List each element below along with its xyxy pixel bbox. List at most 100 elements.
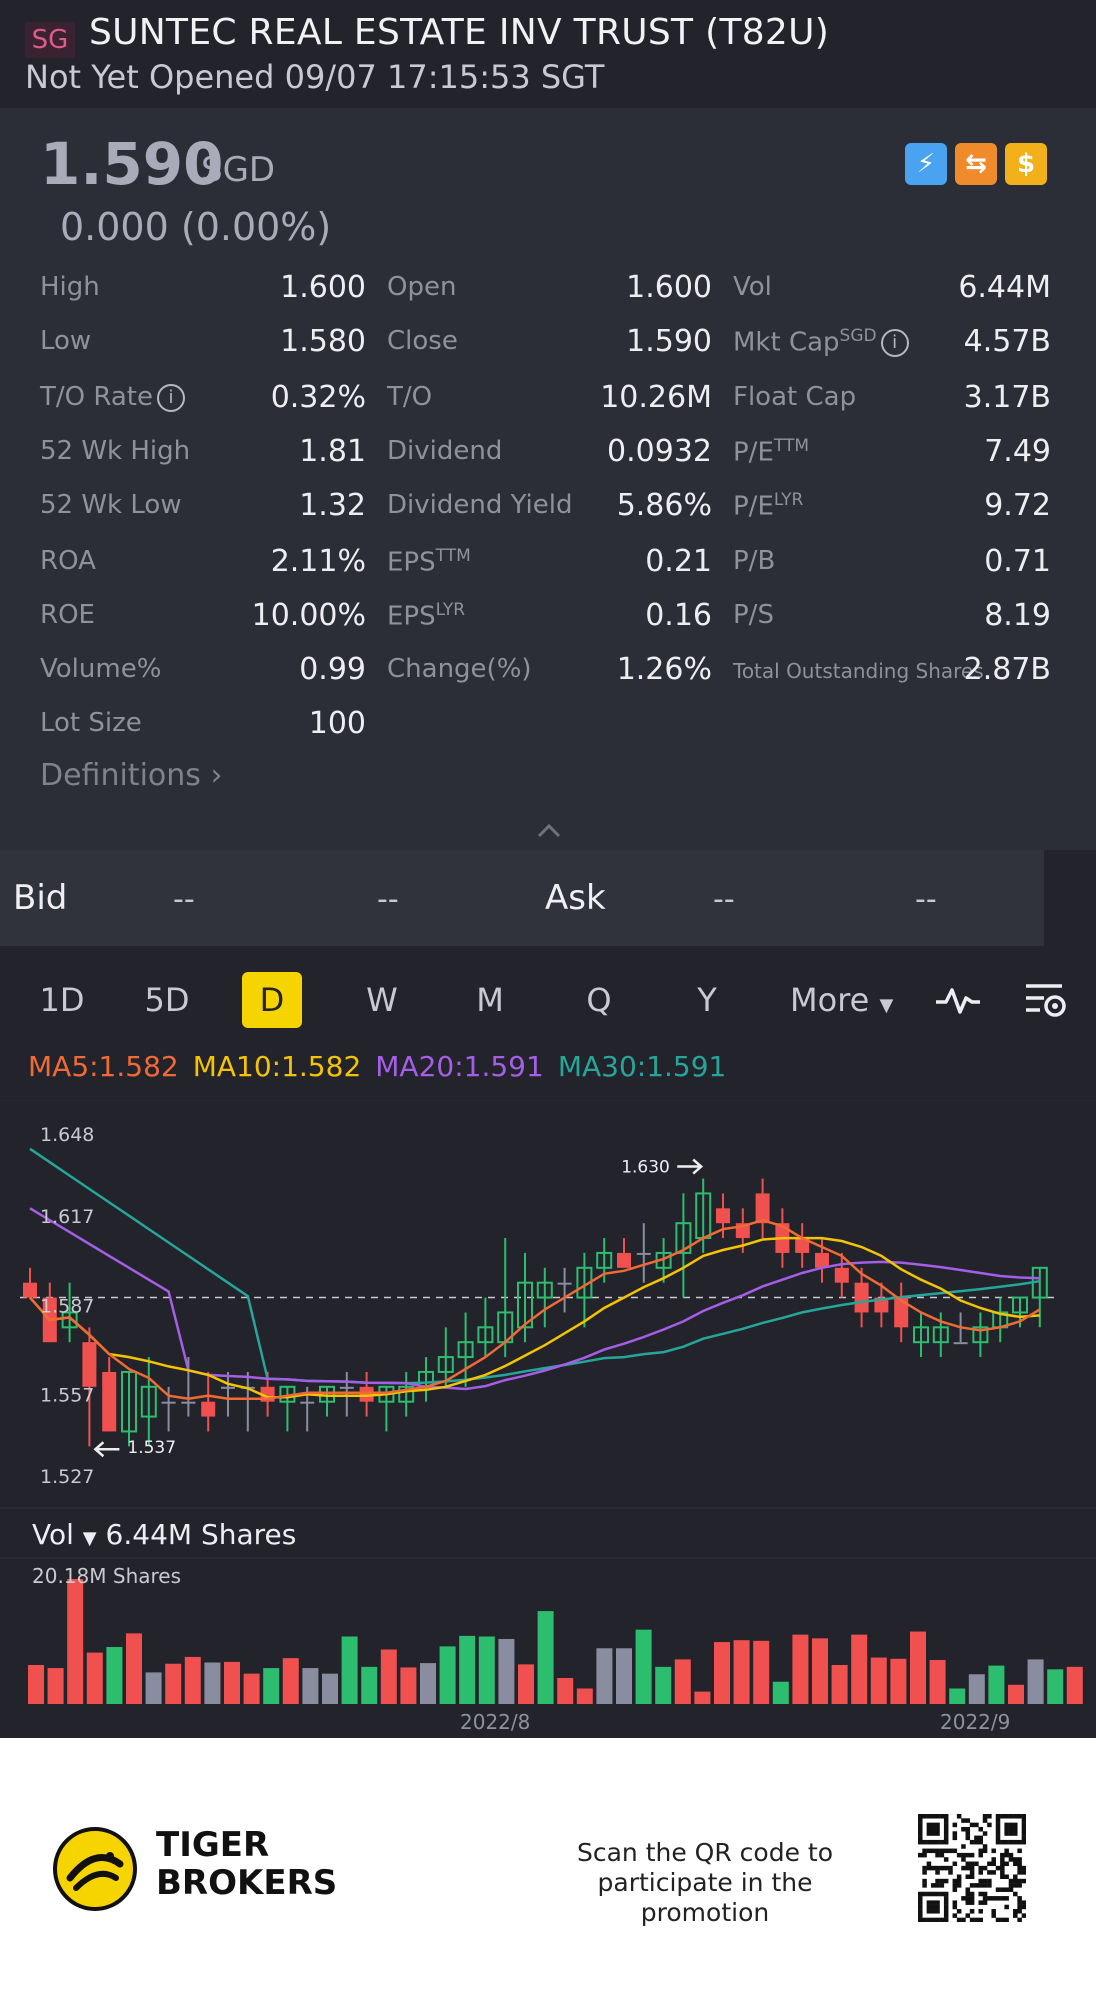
caret-down-icon: ▼: [82, 1528, 97, 1549]
candle-body: [716, 1208, 730, 1224]
qr-module: [930, 1917, 936, 1922]
dollar-icon[interactable]: $: [1005, 143, 1047, 185]
qr-module: [1021, 1822, 1026, 1828]
qr-module: [1004, 1887, 1009, 1892]
qr-module: [935, 1826, 940, 1832]
qr-module: [926, 1848, 932, 1854]
qr-module: [926, 1831, 932, 1836]
qr-module: [1008, 1814, 1014, 1819]
info-icon[interactable]: i: [157, 383, 185, 412]
qr-module: [969, 1852, 975, 1858]
definitions-link[interactable]: Definitions ›: [40, 758, 222, 793]
indicator-icon[interactable]: [934, 978, 982, 1022]
stat-label-text: Close: [387, 326, 458, 356]
stat-label-superscript: TTM: [435, 546, 471, 566]
qr-module: [991, 1857, 996, 1862]
period-tab-d[interactable]: D: [242, 972, 302, 1028]
qr-module: [1004, 1822, 1009, 1828]
info-icon[interactable]: i: [880, 329, 909, 358]
qr-module: [935, 1909, 940, 1914]
qr-module: [1000, 1896, 1005, 1901]
period-tab-m[interactable]: M: [476, 981, 504, 1019]
stat-label: Dividend Yield: [387, 490, 573, 520]
exchange-icon[interactable]: ⇆: [955, 143, 997, 185]
qr-module: [982, 1891, 988, 1897]
volume-header[interactable]: Vol ▼ 6.44M Shares: [32, 1518, 296, 1551]
period-tab-w[interactable]: W: [366, 981, 398, 1019]
candle-body: [1012, 1296, 1028, 1314]
qr-module: [1017, 1857, 1022, 1862]
stat-value: 1.26%: [616, 652, 712, 687]
stat-label: ROE: [40, 600, 95, 630]
qr-module: [961, 1865, 966, 1871]
stat-label-superscript: SGD: [839, 326, 877, 346]
candle-body: [953, 1342, 968, 1345]
qr-module: [1013, 1909, 1018, 1914]
stat-label-superscript: LYR: [773, 490, 804, 510]
volume-bar: [792, 1634, 809, 1704]
volume-bar: [67, 1579, 84, 1704]
candlestick-chart[interactable]: 1.648 1.617 1.587 1.557 1.527 1.630 1.537: [0, 1100, 1096, 1510]
stat-value: 6.44M: [958, 270, 1051, 305]
stat-value: 3.17B: [963, 380, 1051, 415]
qr-module: [965, 1818, 971, 1823]
qr-module: [922, 1891, 927, 1897]
qr-code-icon[interactable]: [918, 1814, 1026, 1922]
chevron-up-icon[interactable]: [535, 820, 563, 840]
qr-module: [952, 1831, 958, 1836]
qr-module: [961, 1844, 966, 1849]
qr-module: [978, 1865, 983, 1871]
more-periods-button[interactable]: More ▼: [790, 972, 893, 1034]
period-tab-q[interactable]: Q: [586, 981, 612, 1019]
volume-bar: [439, 1646, 456, 1704]
ask-price: --: [713, 882, 735, 917]
candle-body: [477, 1326, 494, 1344]
qr-module: [965, 1874, 971, 1879]
ma5-label: MA5:1.582: [28, 1050, 179, 1083]
stat-label: P/B: [733, 546, 775, 576]
qr-module: [978, 1848, 983, 1854]
volume-bar: [714, 1642, 730, 1704]
qr-module: [982, 1848, 988, 1854]
qr-module: [930, 1848, 936, 1854]
volume-bar: [126, 1633, 142, 1704]
date-label-aug: 2022/8: [460, 1710, 531, 1734]
qr-module: [974, 1835, 979, 1841]
chart-settings-icon[interactable]: [1022, 978, 1070, 1022]
promo-text: Scan the QR code to participate in the p…: [576, 1838, 834, 1927]
volume-bar: [851, 1634, 868, 1704]
qr-module: [1013, 1822, 1018, 1828]
qr-module: [956, 1874, 962, 1879]
stat-label: Total Outstanding Shares: [733, 659, 984, 683]
bid-label: Bid: [13, 878, 68, 918]
qr-module: [1013, 1883, 1018, 1888]
qr-module: [1008, 1831, 1014, 1836]
qr-module: [969, 1865, 975, 1871]
stat-value: 10.26M: [600, 380, 712, 415]
candle-body: [102, 1371, 117, 1432]
qr-module: [918, 1814, 923, 1819]
volume-bar: [322, 1673, 338, 1704]
period-tab-y[interactable]: Y: [697, 981, 717, 1019]
y-tick-label: 1.648: [40, 1124, 94, 1146]
period-tab-5d[interactable]: 5D: [144, 981, 190, 1019]
arrow-left-icon: [93, 1441, 120, 1458]
stat-label: Dividend: [387, 436, 502, 466]
qr-module: [969, 1861, 975, 1867]
qr-module: [922, 1865, 927, 1871]
candle-body: [121, 1370, 137, 1433]
qr-module: [918, 1913, 923, 1918]
volume-bar: [86, 1652, 103, 1704]
y-tick-label: 1.617: [40, 1206, 94, 1228]
volume-bar: [47, 1668, 64, 1704]
volume-bar: [870, 1657, 887, 1704]
qr-module: [969, 1839, 975, 1845]
qr-module: [995, 1887, 1001, 1892]
qr-module: [969, 1900, 975, 1905]
lightning-icon[interactable]: ⚡: [905, 143, 947, 185]
qr-module: [918, 1917, 923, 1922]
stat-label-text: Vol: [733, 272, 772, 302]
qr-module: [1008, 1857, 1014, 1862]
qr-module: [987, 1822, 992, 1828]
period-tab-1d[interactable]: 1D: [39, 981, 85, 1019]
